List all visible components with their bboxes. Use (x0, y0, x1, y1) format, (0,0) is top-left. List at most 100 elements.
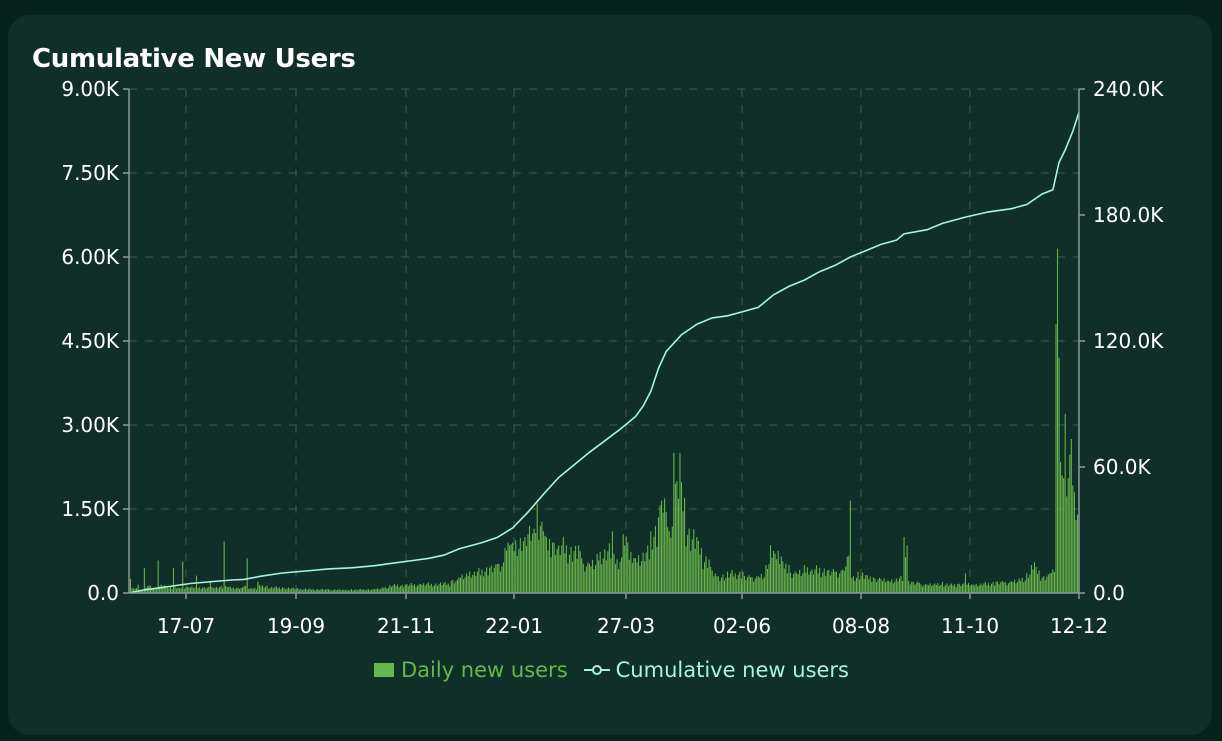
daily-bar (894, 581, 896, 593)
daily-bar (544, 535, 546, 593)
daily-bar (670, 537, 672, 593)
daily-bar (889, 582, 891, 593)
daily-bar (960, 586, 962, 593)
daily-bar (911, 581, 913, 593)
daily-bar (865, 575, 867, 593)
daily-bar (789, 572, 791, 593)
daily-bar (579, 551, 581, 593)
daily-bar (142, 590, 144, 593)
daily-bar (572, 561, 574, 593)
daily-bar (1030, 565, 1032, 593)
daily-bar (570, 547, 572, 593)
daily-bar (972, 584, 974, 593)
daily-bar (1058, 357, 1060, 593)
y-left-tick-label: 6.00K (61, 245, 120, 269)
daily-bar (271, 586, 273, 593)
daily-bar (598, 560, 600, 593)
daily-bar (842, 569, 844, 593)
daily-bar (777, 550, 779, 593)
x-tick-label: 21-11 (377, 614, 435, 638)
daily-bar (676, 481, 678, 593)
daily-bar (740, 578, 742, 593)
daily-bar (430, 583, 432, 593)
daily-bar (268, 588, 270, 593)
daily-bar (545, 537, 547, 593)
daily-bar (898, 578, 900, 593)
daily-bar (905, 557, 907, 593)
x-tick-label: 17-07 (157, 614, 215, 638)
daily-bar (975, 583, 977, 593)
daily-bar (1026, 573, 1028, 593)
daily-bar (932, 584, 934, 593)
daily-bar (665, 511, 667, 593)
daily-bar (453, 583, 455, 593)
daily-bar (539, 525, 541, 593)
daily-bar (324, 589, 326, 593)
daily-bar (473, 571, 475, 593)
bar-swatch-icon (374, 663, 394, 677)
daily-bar (1064, 413, 1066, 593)
x-tick-label: 27-03 (597, 614, 655, 638)
daily-bar (624, 545, 626, 593)
daily-bar (378, 589, 380, 593)
daily-bar (753, 581, 755, 593)
daily-bar (966, 584, 968, 593)
daily-bar (160, 584, 162, 593)
daily-bar (370, 589, 373, 593)
daily-bar (707, 567, 709, 593)
daily-bar (156, 588, 158, 593)
daily-bar (1003, 582, 1005, 593)
daily-bar (924, 584, 927, 593)
daily-bar (739, 571, 741, 593)
daily-bar (278, 587, 280, 593)
legend-item-daily[interactable]: Daily new users (373, 658, 568, 682)
cumulative-line-series (128, 111, 1080, 594)
daily-bar (854, 580, 856, 593)
daily-bar (295, 588, 297, 593)
daily-bar (455, 581, 457, 593)
daily-bar (548, 539, 551, 593)
daily-bar (786, 573, 788, 593)
x-tick-label: 08-08 (832, 614, 890, 638)
daily-bar (995, 581, 997, 593)
daily-bar (921, 586, 923, 593)
daily-bar (320, 589, 322, 593)
daily-bar (673, 453, 675, 593)
daily-bar (981, 585, 983, 593)
daily-bar (980, 583, 982, 593)
daily-bar (420, 584, 422, 593)
daily-bar (648, 559, 650, 593)
daily-bar (237, 587, 239, 593)
daily-bar (286, 588, 288, 593)
daily-bar (914, 584, 916, 593)
daily-bar (679, 453, 681, 593)
daily-bar (963, 583, 965, 593)
daily-bar (367, 589, 369, 593)
y-left-tick-label: 0.0 (87, 581, 119, 605)
daily-bar (774, 553, 776, 593)
daily-bar (352, 590, 354, 593)
daily-bar (1012, 582, 1014, 593)
daily-bar (183, 588, 185, 593)
daily-bar (421, 584, 423, 593)
daily-bar (524, 537, 526, 593)
daily-bar (948, 586, 950, 593)
daily-bar (969, 585, 971, 593)
legend-item-cumulative[interactable]: Cumulative new users (583, 658, 849, 682)
daily-bar (130, 579, 132, 593)
daily-bar (525, 545, 528, 593)
daily-bar (1009, 581, 1011, 593)
daily-bar (464, 577, 466, 593)
daily-bar (192, 588, 194, 593)
y-left-tick-label: 4.50K (61, 329, 120, 353)
daily-bar (232, 587, 234, 593)
daily-bar (452, 580, 454, 593)
daily-bar (1053, 572, 1055, 593)
daily-bar (822, 572, 824, 593)
daily-bar (978, 585, 980, 593)
daily-bar (671, 526, 673, 593)
daily-bar (186, 586, 188, 593)
daily-bar (1063, 478, 1065, 593)
daily-bar (736, 579, 738, 593)
